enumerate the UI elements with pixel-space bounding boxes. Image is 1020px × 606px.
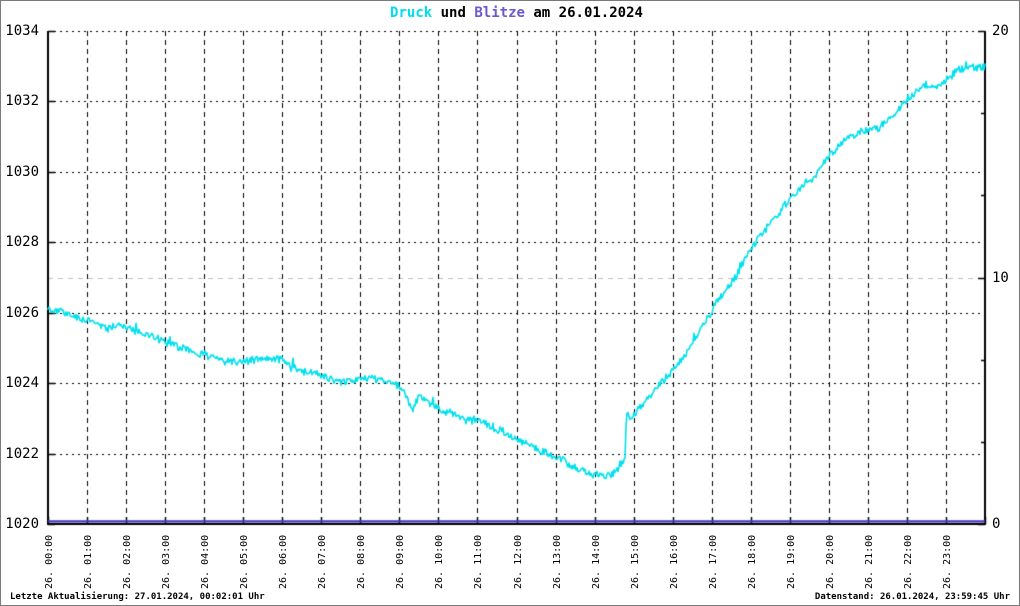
y-left-tick-label: 1034: [5, 23, 39, 39]
x-tick-label: 26. 03:00: [161, 534, 173, 589]
chart-title-blitze: Blitze: [474, 5, 525, 21]
chart-title-und: und: [432, 5, 475, 21]
x-tick-label: 26. 17:00: [707, 534, 719, 589]
y-right-tick-label: 0: [992, 516, 1001, 532]
x-tick-label: 26. 07:00: [317, 534, 329, 589]
x-tick-label: 26. 15:00: [629, 534, 641, 589]
x-tick-label: 26. 18:00: [746, 534, 758, 589]
y-right-tick-label: 20: [992, 23, 1009, 39]
y-left-tick-label: 1028: [5, 234, 39, 251]
x-tick-label: 26. 22:00: [902, 534, 914, 589]
x-tick-label: 26. 09:00: [395, 534, 407, 589]
y-left-tick-label: 1030: [5, 163, 39, 180]
chart-title: Druck und Blitze am 26.01.2024: [48, 5, 985, 21]
x-tick-label: 26. 23:00: [941, 534, 953, 589]
y-left-tick-label: 1022: [5, 445, 39, 462]
x-tick-label: 26. 05:00: [239, 534, 251, 589]
x-tick-label: 26. 06:00: [278, 534, 290, 589]
y-right-tick-label: 10: [992, 269, 1009, 286]
x-tick-label: 26. 02:00: [122, 534, 134, 589]
x-tick-label: 26. 01:00: [83, 534, 95, 589]
y-left-tick-label: 1032: [5, 93, 39, 110]
data-timestamp-text: Datenstand: 26.01.2024, 23:59:45 Uhr: [814, 592, 1010, 602]
chart-title-date: am 26.01.2024: [524, 5, 643, 21]
x-tick-label: 26. 13:00: [551, 534, 563, 589]
x-tick-label: 26. 10:00: [434, 534, 446, 589]
x-tick-label: 26. 21:00: [863, 534, 875, 589]
x-tick-label: 26. 11:00: [473, 534, 485, 589]
x-tick-label: 26. 14:00: [590, 534, 602, 589]
x-tick-label: 26. 12:00: [512, 534, 524, 589]
x-tick-label: 26. 08:00: [356, 534, 368, 589]
x-tick-label: 26. 16:00: [668, 534, 680, 589]
x-tick-label: 26. 20:00: [824, 534, 836, 589]
y-left-tick-label: 1024: [5, 375, 39, 392]
x-tick-label: 26. 04:00: [200, 534, 212, 589]
y-left-tick-label: 1026: [5, 304, 39, 321]
x-tick-label: 26. 00:00: [44, 534, 55, 589]
chart-title-druck: Druck: [390, 5, 433, 21]
x-tick-label: 26. 19:00: [785, 534, 797, 589]
last-update-text: Letzte Aktualisierung: 27.01.2024, 00:02…: [10, 592, 265, 602]
y-left-tick-label: 1020: [5, 516, 39, 532]
